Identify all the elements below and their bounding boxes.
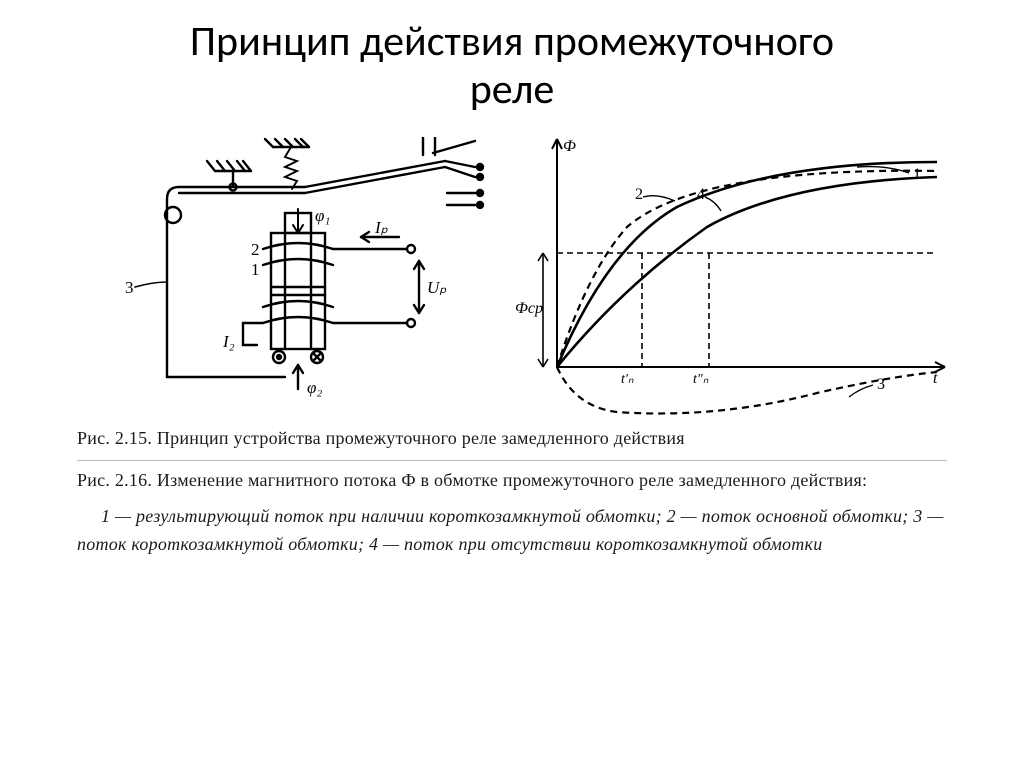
slide-title: Принцип действия промежуточного реле [0, 0, 1024, 115]
label-3: 3 [125, 278, 134, 297]
label-I2: I₂ [222, 332, 235, 351]
title-line-1: Принцип действия промежуточного [190, 16, 834, 67]
curve-2 [557, 170, 937, 366]
label-Ip: Iₚ [374, 218, 389, 237]
caption-2-16-body: 1 — результирующий поток при наличии кор… [77, 503, 947, 559]
flux-chart: Ф t Фср t'ₙ t"ₙ 1 2 4 3 [513, 137, 949, 397]
curve-4 [557, 177, 937, 367]
title-line-2: реле [470, 64, 555, 115]
label-phi1: φ₁ [315, 206, 330, 225]
cap-body-text: 1 — результирующий поток при наличии кор… [77, 506, 944, 554]
curve-2-label: 2 [635, 186, 643, 203]
curve-3-label: 3 [877, 376, 885, 393]
label-phi2: φ₂ [307, 378, 322, 397]
curve-1 [557, 162, 937, 367]
tn2-label: t"ₙ [693, 372, 709, 387]
caption-2-15: Рис. 2.15. Принцип устройства промежуточ… [77, 425, 947, 453]
label-2: 2 [251, 240, 260, 259]
relay-schematic: φ₁ φ₂ Iₚ Uₚ I₂ 1 2 3 [75, 137, 511, 397]
axis-y-label: Ф [563, 138, 576, 155]
caption-divider [77, 460, 947, 461]
label-Up: Uₚ [427, 278, 447, 297]
axis-x-label: t [933, 370, 938, 387]
label-1: 1 [251, 260, 260, 279]
curve-1-label: 1 [913, 166, 921, 183]
caption-block: Рис. 2.15. Принцип устройства промежуточ… [77, 425, 947, 560]
phi-cp-label: Фср [515, 300, 543, 317]
caption-2-16-head: Рис. 2.16. Изменение магнитного потока Ф… [77, 467, 947, 495]
tn1-label: t'ₙ [621, 372, 634, 387]
curve-4-label: 4 [697, 186, 705, 203]
figure-area: φ₁ φ₂ Iₚ Uₚ I₂ 1 2 3 [0, 137, 1024, 397]
